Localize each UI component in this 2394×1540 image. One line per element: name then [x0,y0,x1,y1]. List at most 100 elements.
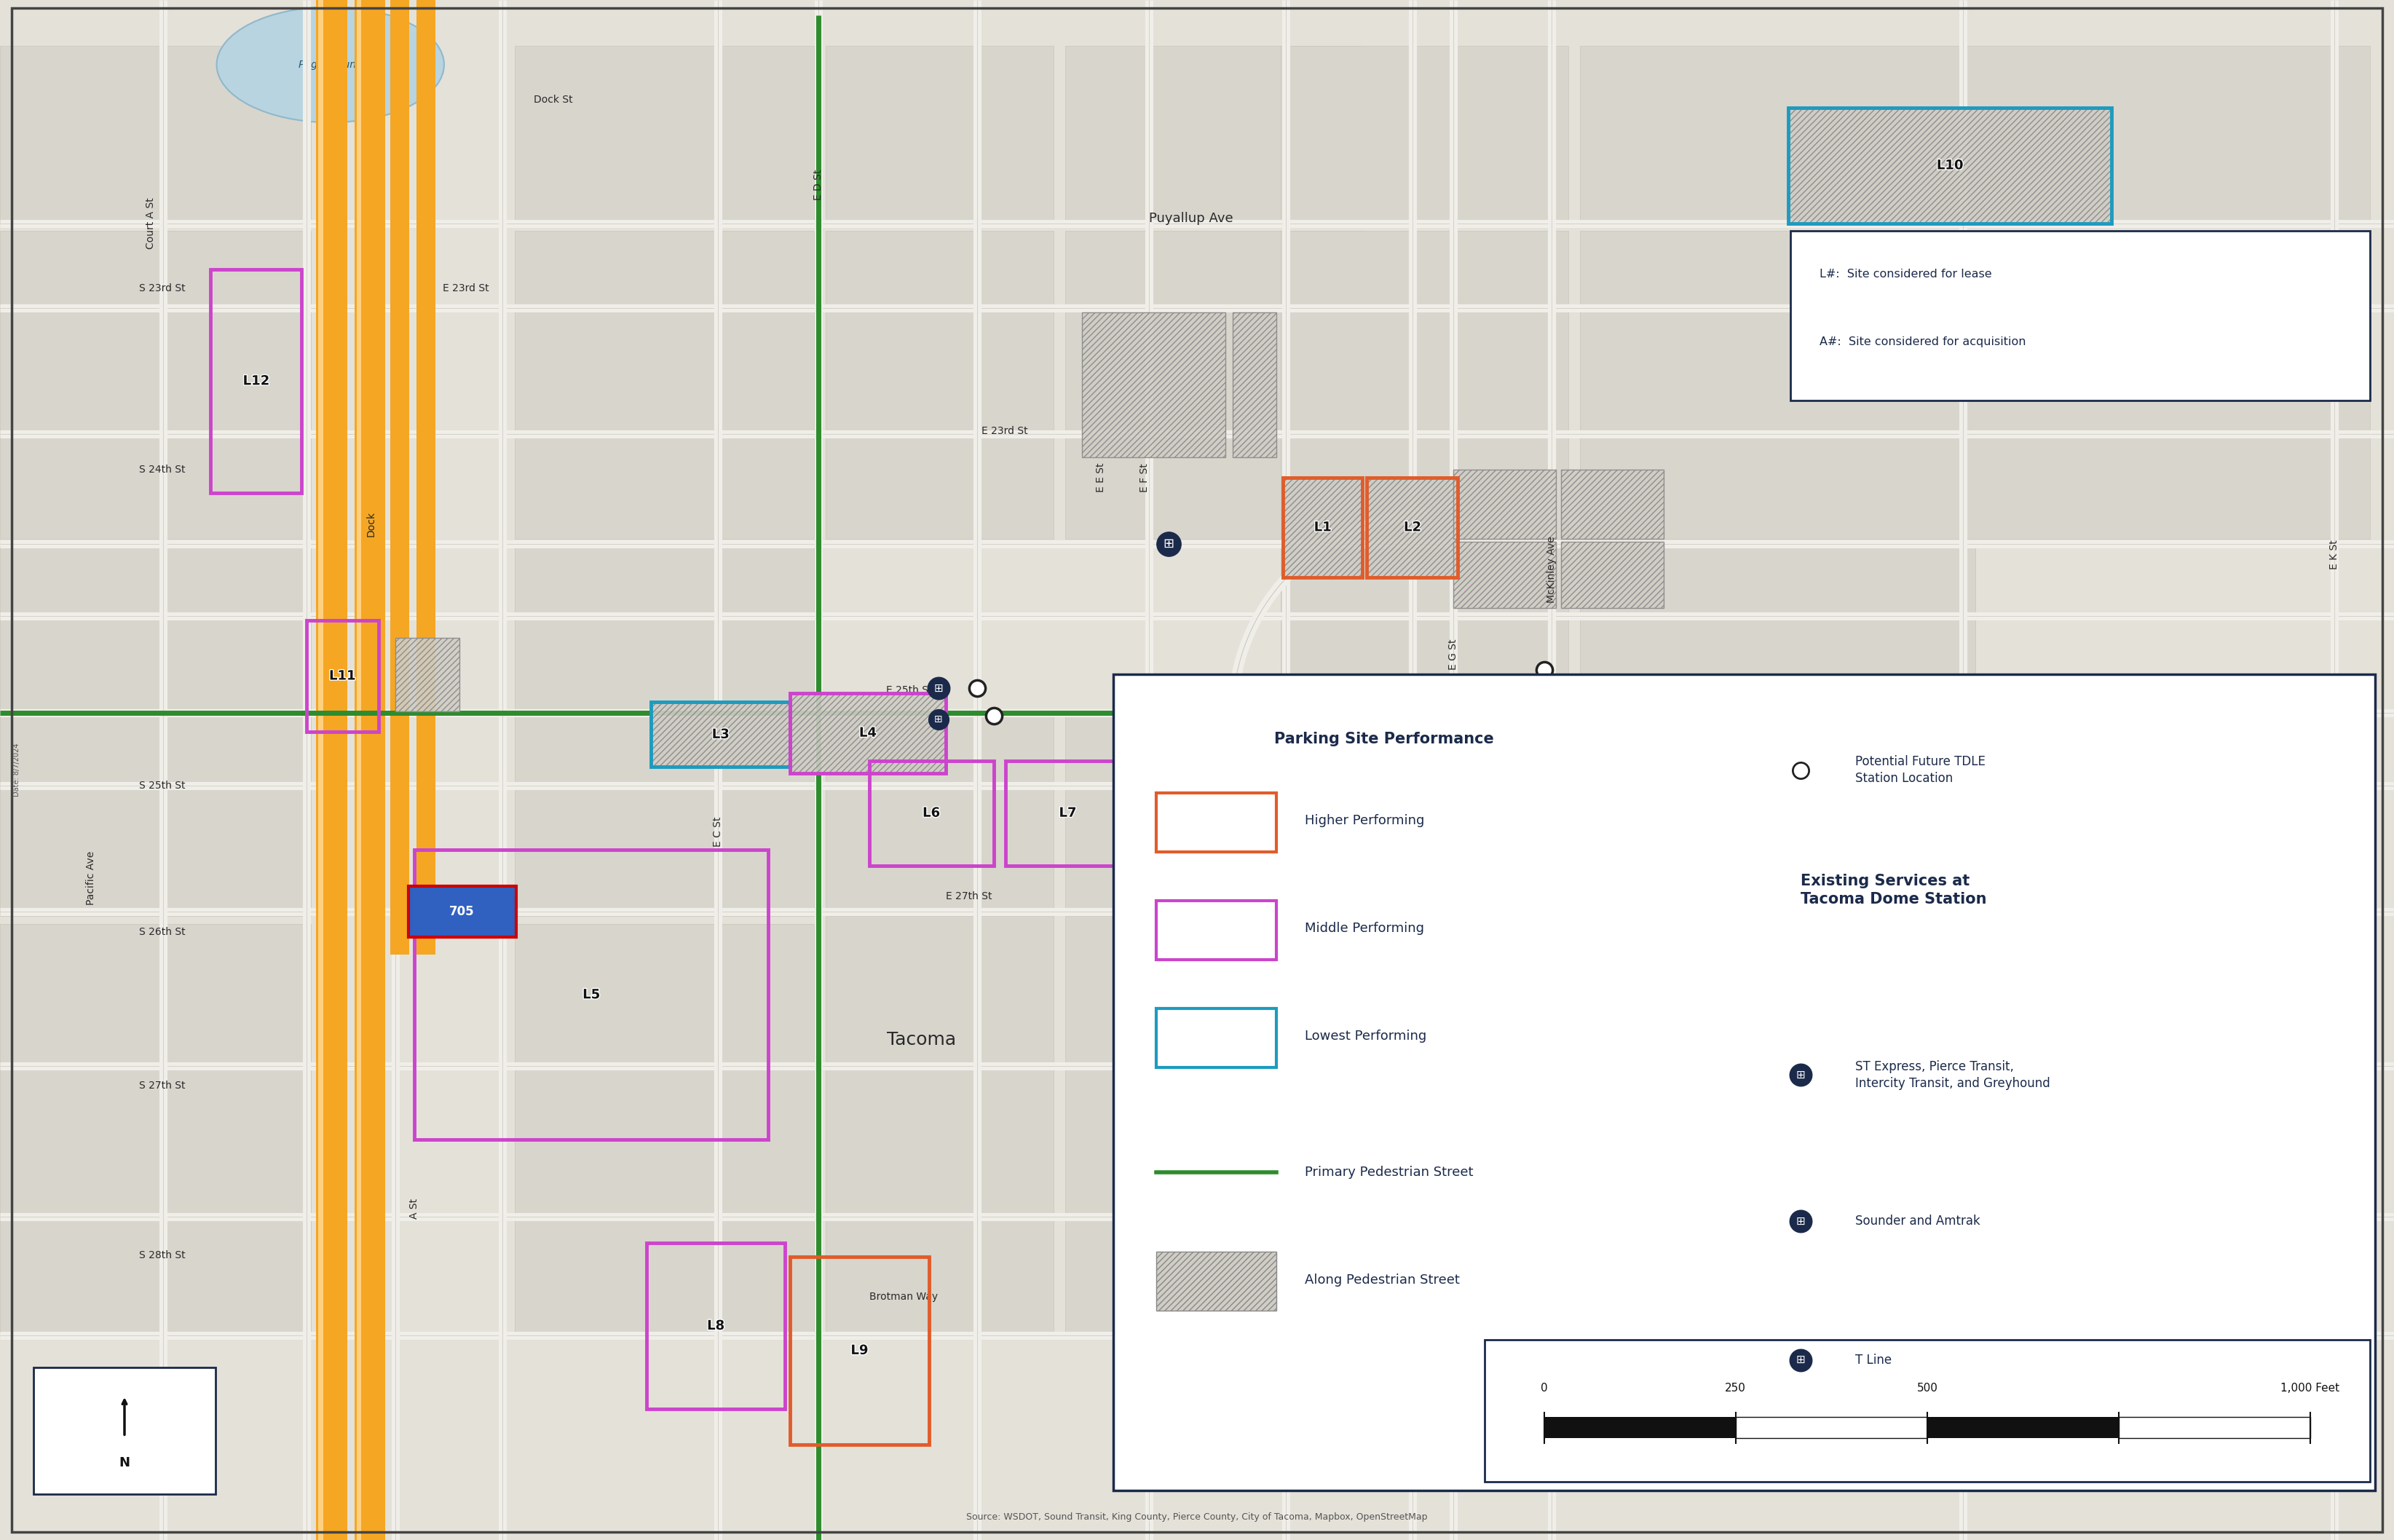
Text: ST Express, Pierce Transit,
Intercity Transit, and Greyhound: ST Express, Pierce Transit, Intercity Tr… [1855,1060,2049,1090]
Bar [1065,46,1365,223]
Text: Puget Sound: Puget Sound [299,60,361,69]
Text: E E St: E E St [1096,462,1106,493]
Bar [1065,231,1365,539]
Bar [2035,698,2234,785]
Text: E 26th St: E 26th St [1963,793,2009,802]
Bar [1963,46,2370,223]
Bar [1281,547,1568,701]
Bar [1963,916,2370,1332]
Bar [1065,716,1269,909]
Bar [1065,916,1269,1332]
Text: A#:  Site considered for acquisition: A#: Site considered for acquisition [1819,336,2025,348]
Bar [0,46,311,223]
Bar [1580,916,1975,1332]
Bar [1580,547,1975,701]
Bar [1453,542,1556,608]
Text: E K St: E K St [2329,539,2339,570]
Bar [395,638,460,711]
Bar [1281,1163,1664,1332]
Bar [1791,231,2370,400]
Text: Dock St: Dock St [534,95,572,105]
Bar [515,547,814,916]
Bar [1367,477,1458,578]
Text: 1,000 Feet: 1,000 Feet [2281,1383,2339,1394]
Text: L7: L7 [1058,807,1077,819]
Bar [869,761,994,865]
Bar [1561,542,1664,608]
Text: E 23rd St: E 23rd St [982,427,1027,436]
Bar [316,0,347,1540]
Bar [390,0,409,955]
Text: A St: A St [409,1198,419,1220]
Text: ⊞: ⊞ [1796,1069,1805,1081]
Text: A4: A4 [2123,735,2145,748]
Text: E C St: E C St [713,816,723,847]
Text: S 25th St: S 25th St [139,781,184,790]
Text: L2: L2 [1403,521,1422,534]
Ellipse shape [218,8,445,123]
Bar [354,0,385,1540]
Text: L4: L4 [859,727,876,739]
Text: L6: L6 [922,807,941,819]
Text: S 24th St: S 24th St [139,465,184,474]
Text: 705: 705 [450,906,474,918]
Bar [318,0,323,1540]
Text: ⊞: ⊞ [1163,537,1173,550]
Bar [1963,708,2370,909]
Text: ⊞: ⊞ [934,682,943,695]
Text: S 26th St: S 26th St [139,927,184,936]
Bar [790,1257,929,1445]
Text: L12: L12 [242,374,271,388]
Bar [790,693,946,773]
Text: Puyallup Ave: Puyallup Ave [1149,213,1233,225]
Text: Dock: Dock [366,511,376,536]
Text: S 27th St: S 27th St [139,1081,184,1090]
Text: E 23rd St: E 23rd St [443,283,488,293]
Bar [826,716,1053,909]
Text: Tacoma: Tacoma [888,1030,955,1049]
Bar [651,702,790,767]
Bar [1484,1340,2370,1481]
Bar [1367,477,1458,578]
Text: E 27th St: E 27th St [946,892,991,901]
Bar [651,702,790,767]
Text: S 23rd St: S 23rd St [139,283,184,293]
Text: Source: WSDOT, Sound Transit, King County, Pierce County, City of Tacoma, Mapbox: Source: WSDOT, Sound Transit, King Count… [967,1512,1427,1522]
Text: L8: L8 [706,1320,725,1332]
Text: Pacific Ave: Pacific Ave [86,850,96,906]
Text: L9: L9 [850,1344,869,1357]
Bar [1580,46,1963,223]
Bar [790,693,946,773]
Bar [1633,698,1800,785]
Text: 500: 500 [1918,1383,1937,1394]
Bar [2119,1417,2310,1438]
Bar [414,850,768,1140]
Text: E G St: E G St [1448,639,1458,670]
Text: McKinley Ave: McKinley Ave [1547,536,1556,604]
Bar [1580,231,1963,539]
Bar [34,1368,215,1494]
Bar [826,46,1053,223]
Bar [1580,708,1975,909]
Text: ⊞: ⊞ [1796,1215,1805,1227]
Bar [1788,108,2112,223]
Bar [1281,46,1568,223]
Bar [1453,470,1556,539]
Bar [306,621,378,732]
Text: S 28th St: S 28th St [139,1250,184,1260]
Text: 0: 0 [1542,1383,1547,1394]
Text: A1: A1 [1530,735,1549,748]
Bar [1963,231,2370,539]
Bar [1283,477,1362,578]
Text: E D St: E D St [814,169,824,200]
Bar [1927,1417,2119,1438]
Text: Sounder and Amtrak: Sounder and Amtrak [1855,1215,1980,1227]
Bar [1082,313,1226,457]
Bar [1453,698,1626,785]
Text: Higher Performing: Higher Performing [1305,815,1424,827]
Text: Middle Performing: Middle Performing [1305,922,1424,935]
Text: 250: 250 [1726,1383,1745,1394]
Text: A3: A3 [1872,735,1894,748]
Bar [1676,1163,2358,1332]
Text: Existing Services at
Tacoma Dome Station: Existing Services at Tacoma Dome Station [1800,873,1987,907]
